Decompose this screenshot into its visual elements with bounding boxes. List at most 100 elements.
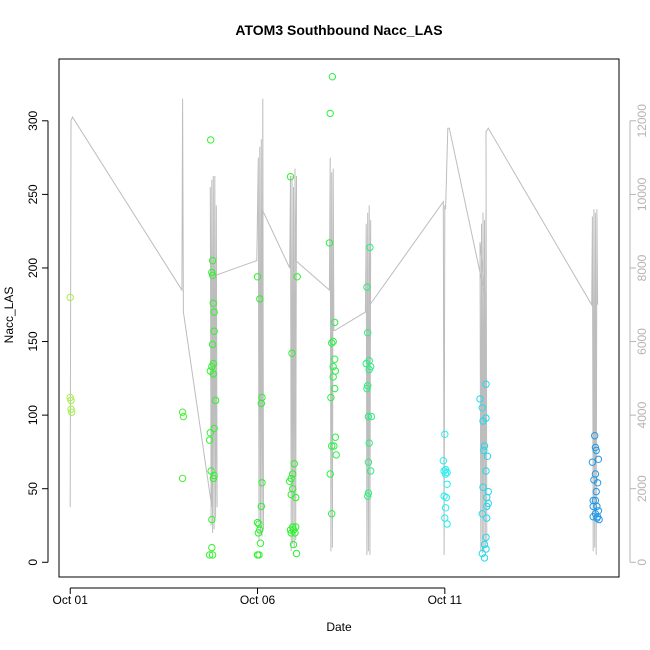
data-point [208, 515, 216, 524]
y2-tick-label: 2000 [635, 475, 649, 502]
data-point [330, 442, 338, 450]
data-point [441, 430, 449, 438]
data-point [210, 308, 218, 316]
data-point [331, 384, 339, 393]
data-point [325, 239, 334, 247]
x-tick-label: Oct 11 [428, 593, 463, 607]
data-point [210, 424, 218, 433]
y-tick-label: 100 [26, 405, 40, 425]
data-point [589, 502, 597, 511]
y-axis-label: Nacc_LAS [2, 287, 16, 344]
y2-tick-label: 0 [635, 559, 649, 566]
data-point [67, 396, 75, 405]
data-point [478, 510, 486, 518]
y-tick-label: 200 [26, 258, 40, 278]
data-point [363, 283, 371, 291]
data-point [482, 533, 490, 541]
data-point [478, 549, 486, 558]
data-point [286, 173, 295, 181]
data-point [289, 540, 298, 549]
data-point [257, 502, 265, 511]
data-point [66, 393, 74, 402]
data-point [206, 367, 215, 375]
data-point [327, 393, 335, 402]
data-point [363, 384, 371, 393]
data-point [441, 504, 450, 512]
data-point [293, 273, 301, 281]
data-point [288, 349, 296, 357]
data-point [331, 433, 340, 441]
data-point [209, 474, 218, 483]
data-point [329, 373, 337, 381]
y-tick-label: 150 [26, 331, 40, 351]
data-point [478, 404, 486, 412]
data-point [589, 513, 597, 521]
data-point [292, 493, 300, 502]
data-point [328, 73, 337, 81]
data-point [480, 446, 488, 455]
data-point [210, 471, 218, 480]
data-point [210, 327, 218, 335]
data-point [255, 551, 263, 559]
data-point [292, 549, 301, 558]
data-point [256, 539, 265, 547]
data-point [326, 109, 334, 118]
y-tick-label: 0 [26, 559, 40, 566]
data-point [66, 293, 74, 302]
axes: 0 50 100 150 200 250 300 0 2000 4000 6000 8000 10000… [26, 104, 649, 607]
data-point [253, 551, 262, 559]
data-point [329, 337, 337, 346]
data-point [442, 493, 450, 502]
data-point [208, 256, 217, 265]
y2-tick-label: 12000 [635, 104, 649, 138]
data-point [591, 432, 599, 440]
data-point [208, 340, 217, 349]
y2-tick-label: 8000 [635, 254, 649, 281]
data-point [367, 467, 375, 475]
data-point [366, 243, 374, 252]
data-point [364, 412, 373, 421]
data-point [256, 526, 264, 534]
data-point [256, 295, 264, 303]
data-point [205, 551, 214, 559]
data-point [483, 514, 491, 522]
data-point [178, 408, 187, 416]
data-point [331, 318, 339, 327]
data-point [326, 470, 334, 478]
data-point [68, 408, 76, 416]
data-point [332, 451, 340, 459]
data-point [439, 457, 447, 465]
y-tick-label: 50 [26, 482, 40, 496]
data-point [290, 460, 298, 468]
data-point [593, 514, 601, 522]
data-point [593, 479, 602, 487]
data-point [480, 554, 489, 562]
data-point [595, 515, 603, 524]
data-point [211, 396, 220, 405]
y2-tick-label: 10000 [635, 177, 649, 211]
data-point [179, 412, 188, 421]
data-point [208, 362, 216, 371]
data-point [258, 479, 266, 487]
data-point [67, 405, 75, 413]
altitude-trace [69, 98, 599, 555]
data-point [484, 487, 492, 496]
data-point [257, 399, 265, 408]
x-axis-label: Date [326, 620, 352, 634]
data-point [364, 492, 372, 500]
data-point [364, 329, 372, 337]
data-point [287, 474, 295, 483]
data-point [208, 271, 217, 279]
data-point [476, 395, 484, 403]
data-point [365, 365, 373, 374]
plot-frame [58, 58, 620, 578]
data-point [440, 492, 448, 500]
data-point [443, 520, 451, 528]
data-point [365, 439, 373, 447]
data-point [483, 452, 492, 460]
data-point [593, 502, 601, 511]
data-point [362, 359, 370, 368]
nacc-las-points [66, 73, 603, 562]
